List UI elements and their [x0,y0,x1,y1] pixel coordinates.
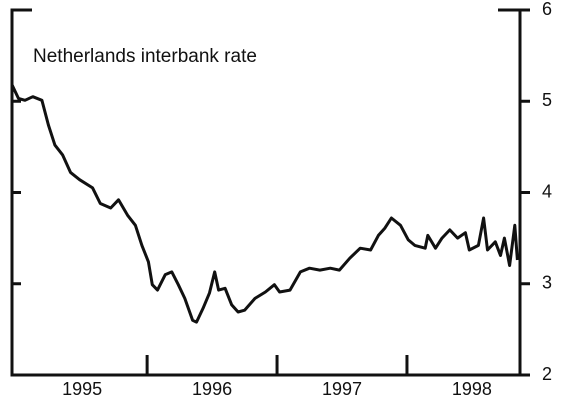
y-tick-label: 6 [542,0,552,19]
y-tick-label: 4 [542,181,552,201]
chart-title: Netherlands interbank rate [33,46,257,67]
x-tick-label: 1996 [192,379,232,399]
y-tick-label: 2 [542,364,552,384]
x-tick-label: 1995 [62,379,102,399]
y-tick-label: 3 [542,273,552,293]
x-tick-label: 1997 [322,379,362,399]
axis-frame [10,8,522,377]
y-tick-label: 5 [542,90,552,110]
data-line [10,84,519,324]
x-tick-label: 1998 [452,379,492,399]
